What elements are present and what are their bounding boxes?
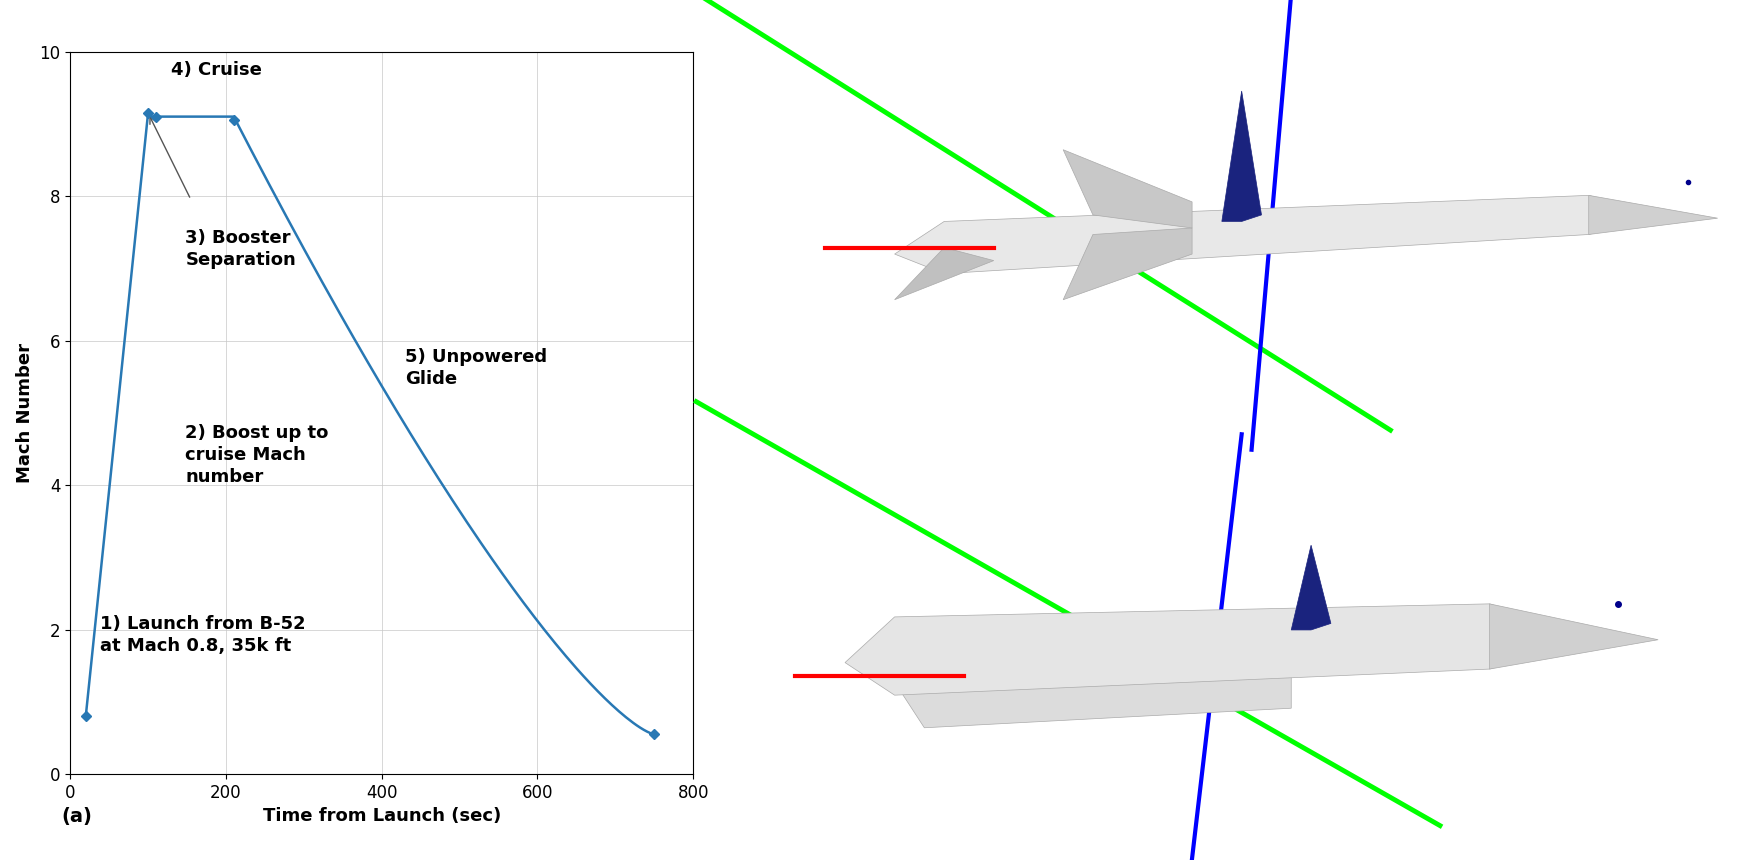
Polygon shape [1588,195,1718,235]
Polygon shape [846,604,1588,695]
Polygon shape [1064,228,1192,300]
Text: 3) Booster
Separation: 3) Booster Separation [186,229,297,269]
Text: 5) Unpowered
Glide: 5) Unpowered Glide [405,347,548,388]
X-axis label: Time from Launch (sec): Time from Launch (sec) [263,808,500,826]
Polygon shape [895,195,1658,273]
Polygon shape [895,669,1292,728]
Polygon shape [1490,604,1658,669]
Text: 2) Boost up to
cruise Mach
number: 2) Boost up to cruise Mach number [186,424,328,486]
Text: 1) Launch from B-52
at Mach 0.8, 35k ft: 1) Launch from B-52 at Mach 0.8, 35k ft [100,615,305,654]
Polygon shape [1292,545,1330,630]
Polygon shape [1064,150,1192,228]
Polygon shape [895,248,993,300]
Polygon shape [1221,91,1262,222]
Text: 4) Cruise: 4) Cruise [172,61,261,79]
Y-axis label: Mach Number: Mach Number [16,343,33,482]
Text: (a): (a) [61,807,93,826]
